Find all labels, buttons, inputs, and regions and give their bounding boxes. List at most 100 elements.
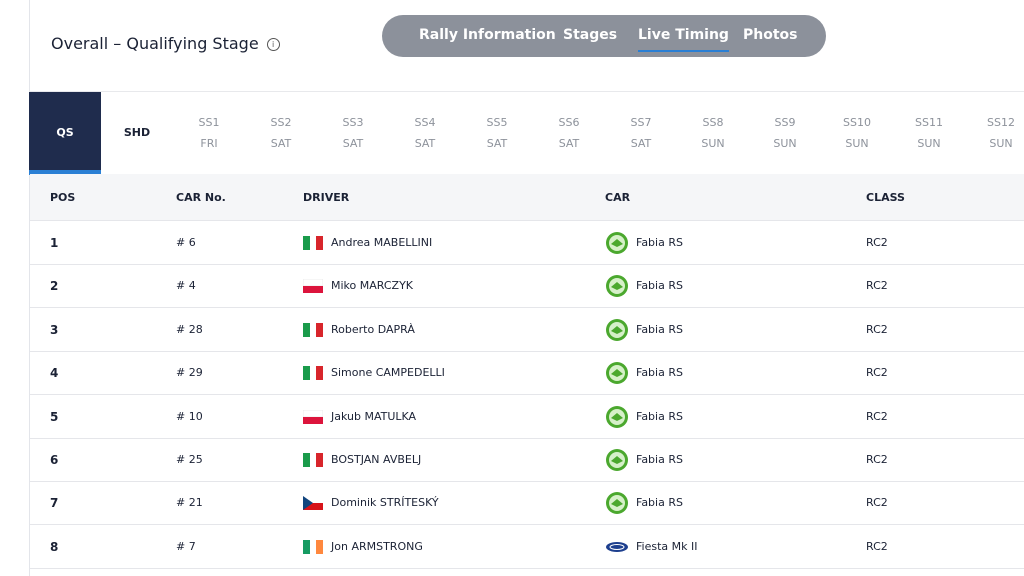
- stage-label: SS9: [774, 116, 796, 129]
- table-row[interactable]: 3 # 28 Roberto DAPRÀ Fabia RS RC2: [30, 308, 1024, 352]
- table-row[interactable]: 2 # 4 Miko MARCZYK Fabia RS RC2: [30, 264, 1024, 309]
- stage-day: SAT: [486, 137, 508, 150]
- position: 6: [50, 453, 59, 467]
- car-model: Fabia RS: [636, 279, 683, 293]
- flag-icon: [303, 496, 323, 513]
- stage-day: SUN: [917, 137, 941, 150]
- driver-name[interactable]: Simone CAMPEDELLI: [331, 366, 445, 380]
- stage-tab[interactable]: SS12 SUN: [965, 92, 1024, 175]
- car-class: RC2: [866, 409, 888, 423]
- stage-label: SS6: [558, 116, 580, 129]
- position: 3: [50, 322, 59, 337]
- brand-logo: [605, 274, 629, 301]
- stage-day: SUN: [701, 137, 725, 150]
- car-class: RC2: [866, 453, 888, 466]
- stage-label: SS11: [915, 116, 943, 129]
- flag-icon: [303, 366, 323, 383]
- stage-tab[interactable]: SS3 SAT: [317, 92, 389, 175]
- brand-logo: [605, 318, 629, 345]
- flag-icon: [303, 323, 323, 340]
- driver-name[interactable]: Roberto DAPRÀ: [331, 322, 415, 336]
- stage-label: SS8: [702, 116, 724, 129]
- stage-label: SS10: [843, 116, 871, 129]
- column-header: CLASS: [866, 191, 905, 204]
- stage-tab[interactable]: SS9 SUN: [749, 92, 821, 175]
- brand-logo: [605, 361, 629, 388]
- car-model: Fabia RS: [636, 496, 683, 510]
- stage-tab[interactable]: SS1 FRI: [173, 92, 245, 175]
- nav-pill: Rally Information Stages Live Timing Pho…: [382, 15, 826, 57]
- car-number: # 4: [176, 279, 196, 293]
- stage-tab[interactable]: SS8 SUN: [677, 92, 749, 175]
- brand-logo: [605, 405, 629, 432]
- car-class: RC2: [866, 322, 888, 336]
- brand-logo: [605, 491, 629, 518]
- stage-tab[interactable]: SS4 SAT: [389, 92, 461, 175]
- stage-tab[interactable]: SS2 SAT: [245, 92, 317, 175]
- car-model: Fiesta Mk II: [636, 539, 698, 553]
- stage-tab[interactable]: SS5 SAT: [461, 92, 533, 175]
- stage-tab[interactable]: SS11 SUN: [893, 92, 965, 175]
- car-model: Fabia RS: [636, 409, 683, 423]
- car-number: # 7: [176, 539, 196, 553]
- driver-name[interactable]: Jakub MATULKA: [331, 409, 417, 423]
- stage-day: SAT: [270, 137, 292, 150]
- brand-logo: [605, 231, 629, 258]
- driver-name[interactable]: Jon ARMSTRONG: [331, 539, 423, 553]
- driver-name[interactable]: Dominik STRÍTESKÝ: [331, 496, 439, 510]
- car-model: Fabia RS: [636, 453, 683, 466]
- page-title: Overall – Qualifying Stage i: [51, 34, 280, 53]
- position: 4: [50, 366, 59, 381]
- position: 7: [50, 496, 59, 511]
- position: 1: [50, 236, 59, 250]
- nav-tab[interactable]: Photos: [743, 27, 798, 43]
- car-number: # 28: [176, 322, 203, 336]
- nav-tab[interactable]: Stages: [563, 27, 618, 43]
- stage-tab[interactable]: SS7 SAT: [605, 92, 677, 175]
- car-class: RC2: [866, 236, 888, 249]
- gutter-line: [29, 0, 30, 576]
- stage-day: SUN: [773, 137, 797, 150]
- table-row[interactable]: 8 # 7 Jon ARMSTRONG Fiesta Mk II RC2: [30, 525, 1024, 569]
- stage-day: SAT: [558, 137, 580, 150]
- column-header: CAR: [605, 191, 631, 204]
- table-row[interactable]: 1 # 6 Andrea MABELLINI Fabia RS RC2: [30, 221, 1024, 265]
- driver-name[interactable]: Andrea MABELLINI: [331, 236, 433, 249]
- nav-tab[interactable]: Rally Information: [419, 27, 556, 43]
- car-number: # 25: [176, 453, 203, 466]
- table-row[interactable]: 7 # 21 Dominik STRÍTESKÝ Fabia RS RC2: [30, 481, 1024, 526]
- column-header: CAR No.: [176, 191, 226, 204]
- driver-name[interactable]: BOSTJAN AVBELJ: [331, 453, 422, 466]
- flag-icon: [303, 453, 323, 470]
- stage-label: SS5: [486, 116, 508, 129]
- stage-tab[interactable]: QS: [29, 92, 101, 175]
- table-row[interactable]: 4 # 29 Simone CAMPEDELLI Fabia RS RC2: [30, 351, 1024, 396]
- stage-day: SUN: [989, 137, 1013, 150]
- stage-day: SAT: [414, 137, 436, 150]
- title-text: Overall – Qualifying Stage: [51, 34, 259, 53]
- info-icon[interactable]: i: [266, 38, 280, 51]
- car-model: Fabia RS: [636, 236, 683, 249]
- table-row[interactable]: 6 # 25 BOSTJAN AVBELJ Fabia RS RC2: [30, 438, 1024, 482]
- flag-icon: [303, 410, 323, 427]
- stage-day: SUN: [845, 137, 869, 150]
- nav-tab-active[interactable]: Live Timing: [638, 27, 729, 52]
- car-class: RC2: [866, 539, 888, 553]
- stage-label: SS4: [414, 116, 436, 129]
- flag-icon: [303, 279, 323, 296]
- table-header: POS CAR No. DRIVER CAR CLASS: [30, 174, 1024, 221]
- table-row[interactable]: 5 # 10 Jakub MATULKA Fabia RS RC2: [30, 395, 1024, 439]
- stage-day: SAT: [630, 137, 652, 150]
- column-header: POS: [50, 191, 76, 204]
- car-model: Fabia RS: [636, 366, 683, 380]
- position: 8: [50, 539, 59, 554]
- stage-tab[interactable]: SS6 SAT: [533, 92, 605, 175]
- stage-tab[interactable]: SHD: [101, 92, 173, 175]
- stage-tab[interactable]: SS10 SUN: [821, 92, 893, 175]
- car-class: RC2: [866, 279, 888, 293]
- stage-label: SS7: [630, 116, 652, 129]
- car-class: RC2: [866, 496, 888, 510]
- driver-name[interactable]: Miko MARCZYK: [331, 279, 414, 293]
- stage-label: SS3: [342, 116, 364, 129]
